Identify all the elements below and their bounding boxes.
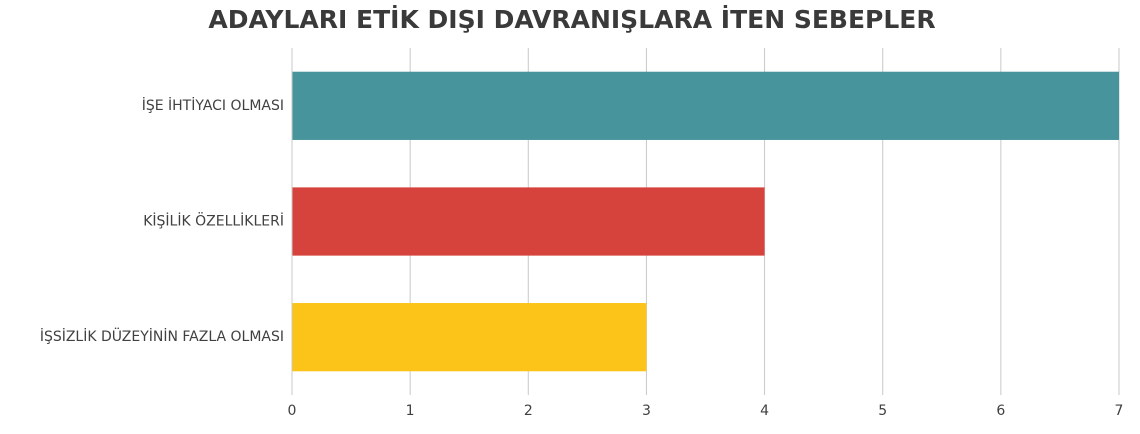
y-tick-label: İŞSİZLİK DÜZEYİNİN FAZLA OLMASI [40, 327, 284, 345]
x-tick-label: 1 [406, 403, 415, 419]
y-tick-label: İŞE İHTİYACI OLMASI [142, 96, 284, 114]
chart-title: ADAYLARI ETİK DIŞI DAVRANIŞLARA İTEN SEB… [208, 4, 935, 34]
x-tick-label: 5 [878, 403, 887, 419]
bar [292, 71, 1119, 140]
x-tick-label: 3 [642, 403, 651, 419]
bar [292, 303, 647, 372]
x-tick-label: 2 [524, 403, 533, 419]
x-tick-label: 0 [288, 403, 297, 419]
x-tick-label: 4 [760, 403, 769, 419]
bar [292, 187, 765, 256]
x-tick-label: 7 [1115, 403, 1124, 419]
y-tick-label: KİŞİLİK ÖZELLİKLERİ [143, 212, 284, 230]
x-tick-label: 6 [996, 403, 1005, 419]
